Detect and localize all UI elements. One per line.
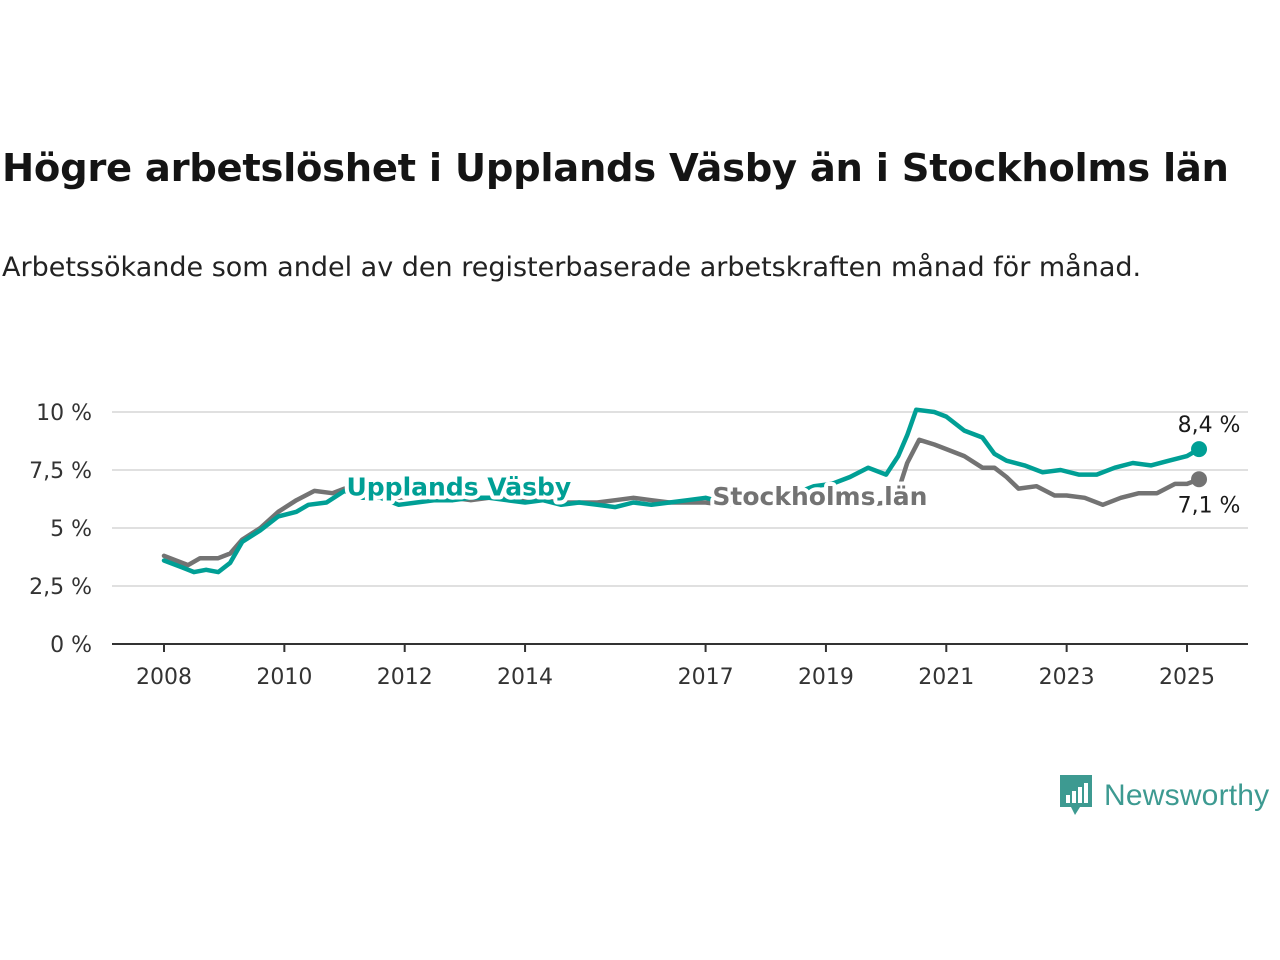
newsworthy-chart-bubble-icon xyxy=(1060,775,1092,815)
series-end-marker-2 xyxy=(1191,441,1208,458)
series-end-label-1: 7,1 % xyxy=(1178,493,1241,518)
series-lines xyxy=(161,407,1208,575)
y-tick-label: 10 % xyxy=(36,401,92,426)
line-chart: 0 % 2,5 % 5 % 7,5 % 10 % 2008 2010 2012 2014 201… xyxy=(29,401,1248,690)
chart-title: Högre arbetslöshet i Upplands Väsby än i… xyxy=(2,146,1229,191)
series-end-label-2: 8,4 % xyxy=(1178,413,1241,438)
series-label-1: Stockholms län xyxy=(712,482,927,511)
y-axis: 0 % 2,5 % 5 % 7,5 % 10 % xyxy=(29,401,92,658)
x-tick-label: 2010 xyxy=(256,665,312,690)
logo-text: Newsworthy xyxy=(1104,779,1270,812)
y-tick-label: 5 % xyxy=(50,517,92,542)
series-label-halo-2: Upplands Väsby xyxy=(346,473,571,502)
x-tick-label: 2019 xyxy=(798,665,854,690)
x-tick-label: 2017 xyxy=(678,665,734,690)
x-axis: 2008 2010 2012 2014 2017 2019 2021 2023 2025 xyxy=(112,643,1248,690)
series-label-2: Upplands Väsby xyxy=(346,473,571,502)
y-tick-label: 0 % xyxy=(50,633,92,658)
x-tick-label: 2023 xyxy=(1039,665,1095,690)
x-tick-label: 2008 xyxy=(136,665,192,690)
series-line-2 xyxy=(161,407,1202,575)
y-tick-label: 2,5 % xyxy=(29,575,92,600)
x-tick-label: 2012 xyxy=(377,665,433,690)
x-tick-label: 2014 xyxy=(497,665,553,690)
x-tick-label: 2021 xyxy=(918,665,974,690)
series-end-marker-1 xyxy=(1191,471,1208,488)
series-line-1 xyxy=(161,437,1202,568)
x-tick-label: 2025 xyxy=(1159,665,1215,690)
newsworthy-logo: Newsworthy xyxy=(1058,772,1269,820)
chart-subtitle: Arbetssökande som andel av den registerb… xyxy=(2,252,1142,283)
series-label-halo-1: Stockholms län xyxy=(712,482,927,511)
y-tick-label: 7,5 % xyxy=(29,459,92,484)
